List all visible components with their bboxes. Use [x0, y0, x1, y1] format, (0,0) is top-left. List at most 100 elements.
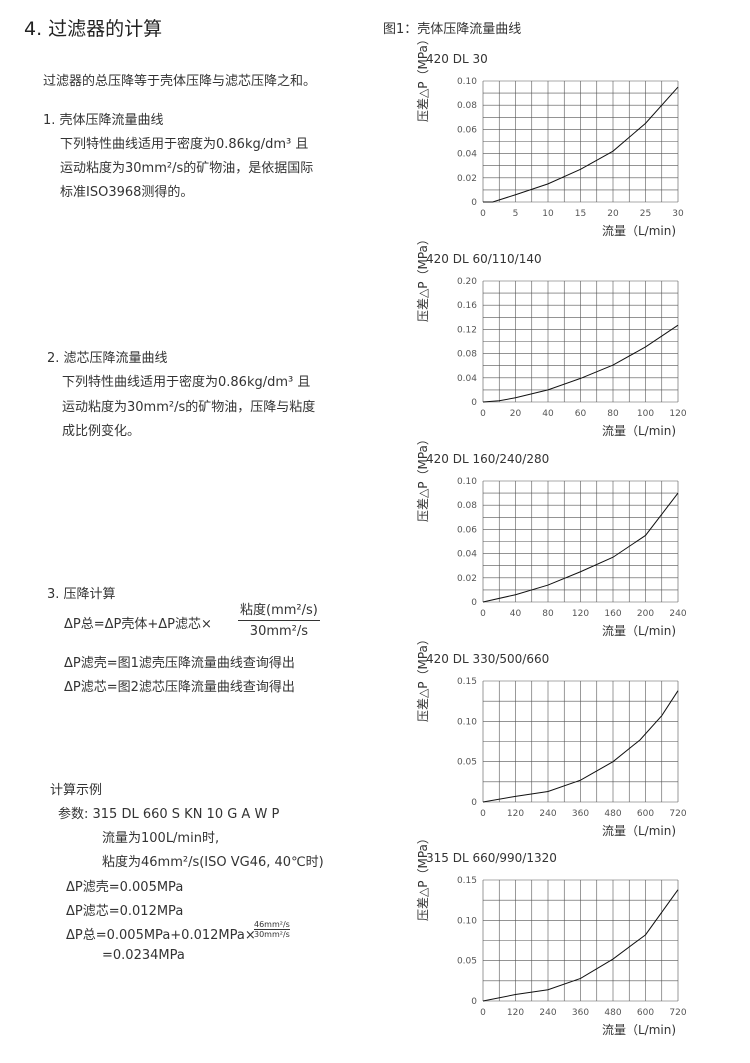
- x-tick-label: 80: [607, 409, 619, 419]
- y-tick-label: 0: [471, 398, 477, 408]
- x-tick-label: 20: [510, 409, 522, 419]
- x-tick-label: 0: [480, 1008, 486, 1018]
- y-tick-label: 0.05: [457, 957, 477, 967]
- y-tick-label: 0.08: [457, 101, 477, 111]
- x-tick-label: 5: [513, 209, 519, 219]
- y-tick-label: 0.12: [457, 325, 477, 335]
- x-tick-label: 15: [575, 209, 586, 219]
- example-viscosity: 粘度为46mm²/s(ISO VG46, 40℃时): [102, 855, 324, 870]
- series-line: [482, 889, 679, 1002]
- part3-heading: 3. 压降计算: [47, 587, 116, 602]
- part2-heading: 2. 滤芯压降流量曲线: [47, 351, 168, 366]
- chart-title: 420 DL 60/110/140: [426, 252, 542, 266]
- pressure-drop-chart: 420 DL 60/110/140 压差△P（MPa） 流量（L/min) 0 20…: [416, 233, 720, 442]
- x-tick-label: 240: [539, 1008, 556, 1018]
- series-line: [483, 86, 679, 203]
- x-tick-label: 240: [539, 809, 556, 819]
- part3-line: ΔP滤壳=图1滤壳压降流量曲线查询得出: [64, 656, 295, 671]
- part1-line: 下列特性曲线适用于密度为0.86kg/dm³ 且: [60, 137, 309, 152]
- formula-fraction: 粘度(mm²/s) 30mm²/s: [238, 599, 320, 639]
- y-tick-label: 0.08: [457, 350, 477, 360]
- x-tick-label: 160: [604, 609, 621, 619]
- x-tick-label: 600: [637, 809, 654, 819]
- formula-numerator: 粘度(mm²/s): [238, 599, 320, 621]
- x-tick-label: 20: [607, 209, 619, 219]
- chart-plot: 0 120 240 360 480 600 720 0 0.05 0.10 0.15: [457, 876, 687, 1018]
- pressure-drop-chart: 420 DL 30 压差△P（MPa） 流量（L/min) 0 5 10 15 20 25 3…: [416, 33, 720, 242]
- example-dp-element: ΔP滤芯=0.012MPa: [66, 904, 184, 919]
- x-tick-label: 0: [480, 409, 486, 419]
- y-tick-label: 0.04: [457, 374, 477, 384]
- x-axis-label: 流量（L/min): [602, 1023, 677, 1037]
- y-tick-label: 0.15: [457, 677, 477, 687]
- x-axis-label: 流量（L/min): [602, 824, 677, 838]
- part2-line: 下列特性曲线适用于密度为0.86kg/dm³ 且: [62, 375, 311, 390]
- y-tick-label: 0.10: [457, 477, 477, 487]
- formula-denominator: 30mm²/s: [249, 624, 309, 639]
- x-tick-label: 40: [510, 609, 522, 619]
- part1-heading: 1. 壳体压降流量曲线: [43, 113, 164, 128]
- x-axis-label: 流量（L/min): [602, 624, 677, 638]
- x-tick-label: 240: [669, 609, 686, 619]
- x-tick-label: 120: [669, 409, 686, 419]
- x-tick-label: 720: [669, 809, 686, 819]
- x-tick-label: 200: [637, 609, 654, 619]
- chart-plot: 0 20 40 60 80 100 120 0 0.04 0.08 0.12 0.16 0.20: [457, 277, 687, 419]
- y-tick-label: 0.20: [457, 277, 477, 287]
- x-tick-label: 600: [637, 1008, 654, 1018]
- x-tick-label: 360: [572, 1008, 589, 1018]
- x-axis-label: 流量（L/min): [602, 424, 677, 438]
- x-tick-label: 100: [637, 409, 654, 419]
- example-denominator: 30mm²/s: [254, 930, 290, 939]
- example-fraction: 46mm²/s 30mm²/s: [254, 920, 290, 939]
- example-result: =0.0234MPa: [102, 948, 185, 963]
- part3-line: ΔP滤芯=图2滤芯压降流量曲线查询得出: [64, 680, 295, 695]
- example-params: 参数: 315 DL 660 S KN 10 G A W P: [58, 807, 280, 822]
- y-tick-label: 0.10: [457, 916, 477, 926]
- example-dp-total: ΔP总=0.005MPa+0.012MPa×: [66, 928, 256, 943]
- chart-title: 420 DL 330/500/660: [426, 652, 550, 666]
- y-tick-label: 0.08: [457, 501, 477, 511]
- y-tick-label: 0.15: [457, 876, 477, 886]
- x-tick-label: 10: [542, 209, 554, 219]
- series-line: [482, 324, 679, 403]
- x-axis-label: 流量（L/min): [602, 224, 677, 238]
- y-tick-label: 0: [471, 798, 477, 808]
- y-tick-label: 0: [471, 598, 477, 608]
- intro-text: 过滤器的总压降等于壳体压降与滤芯压降之和。: [43, 74, 317, 89]
- x-tick-label: 360: [572, 809, 589, 819]
- formula-left: ΔP总=ΔP壳体+ΔP滤芯×: [64, 617, 212, 632]
- pressure-drop-chart: 420 DL 160/240/280 压差△P（MPa） 流量（L/min) 0 4…: [416, 433, 720, 642]
- y-tick-label: 0.02: [457, 574, 477, 584]
- y-tick-label: 0: [471, 997, 477, 1007]
- section-title: 4. 过滤器的计算: [24, 18, 163, 40]
- chart-plot: 0 40 80 120 160 200 240 0 0.02 0.04 0.06 0.08 0.10: [457, 477, 687, 619]
- chart-title: 420 DL 160/240/280: [426, 452, 550, 466]
- x-tick-label: 30: [672, 209, 684, 219]
- chart-title: 420 DL 30: [426, 52, 488, 66]
- y-tick-label: 0.02: [457, 174, 477, 184]
- x-tick-label: 60: [575, 409, 587, 419]
- x-tick-label: 120: [507, 809, 524, 819]
- x-tick-label: 0: [480, 609, 486, 619]
- y-tick-label: 0.06: [457, 125, 477, 135]
- example-heading: 计算示例: [50, 783, 103, 798]
- y-tick-label: 0.10: [457, 717, 477, 727]
- x-tick-label: 25: [640, 209, 651, 219]
- x-tick-label: 0: [480, 809, 486, 819]
- chart-title: 315 DL 660/990/1320: [426, 851, 557, 865]
- part2-line: 成比例变化。: [62, 424, 141, 439]
- chart-plot: 0 5 10 15 20 25 30 0 0.02 0.04 0.06 0.08 0.10: [457, 77, 684, 219]
- figure-title: 图1：壳体压降流量曲线: [383, 22, 522, 37]
- x-tick-label: 0: [480, 209, 486, 219]
- chart-plot: 0 120 240 360 480 600 720 0 0.05 0.10 0.15: [457, 677, 687, 819]
- part1-line: 运动粘度为30mm²/s的矿物油，是依据国际: [60, 161, 314, 176]
- x-tick-label: 40: [542, 409, 554, 419]
- y-tick-label: 0.16: [457, 301, 477, 311]
- y-tick-label: 0.04: [457, 150, 477, 160]
- y-tick-label: 0.04: [457, 550, 477, 560]
- example-dp-housing: ΔP滤壳=0.005MPa: [66, 880, 184, 895]
- x-tick-label: 120: [507, 1008, 524, 1018]
- series-line: [482, 690, 679, 803]
